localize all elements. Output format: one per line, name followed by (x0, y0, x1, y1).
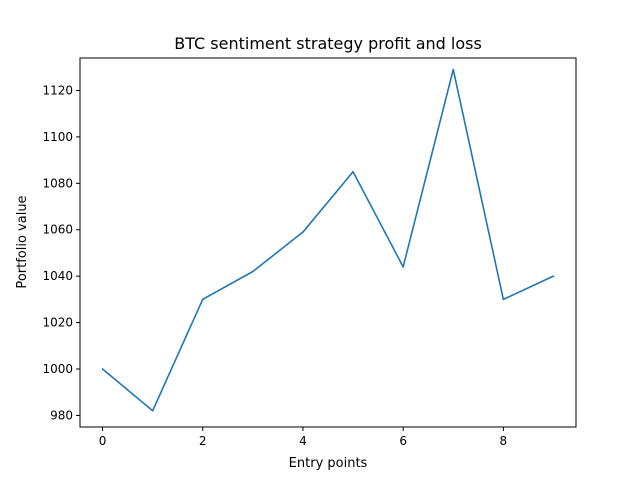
x-tick-label: 4 (299, 434, 307, 448)
data-point (452, 68, 455, 71)
y-axis-label: Portfolio value (15, 195, 30, 288)
y-tick-label: 1120 (42, 83, 73, 97)
data-point (101, 368, 104, 370)
data-point (302, 231, 304, 233)
x-tick-label: 8 (500, 434, 508, 448)
x-tick-label: 2 (199, 434, 207, 448)
chart-title: BTC sentiment strategy profit and loss (174, 34, 482, 53)
data-point (151, 409, 154, 412)
series-group (101, 68, 555, 412)
y-tick-label: 1080 (42, 176, 73, 190)
x-axis: 0 2 4 6 8 (99, 427, 507, 448)
data-point (552, 275, 555, 277)
y-tick-label: 1040 (42, 269, 73, 283)
x-axis-label: Entry points (289, 456, 368, 471)
y-tick-label: 980 (50, 408, 73, 422)
y-tick-label: 1020 (42, 316, 73, 330)
data-point (402, 266, 404, 268)
x-tick-label: 6 (399, 434, 407, 448)
y-tick-label: 1000 (42, 362, 73, 376)
y-axis: 980 1000 1020 1040 1060 1080 1100 1120 (42, 83, 80, 422)
data-point (502, 298, 505, 301)
y-tick-label: 1060 (42, 223, 73, 237)
data-point (201, 298, 204, 301)
plot-area-frame (79, 57, 577, 428)
x-tick-label: 0 (99, 434, 107, 448)
y-tick-label: 1100 (42, 130, 73, 144)
data-point (252, 270, 254, 273)
data-point (352, 170, 354, 173)
series-line (102, 68, 554, 412)
